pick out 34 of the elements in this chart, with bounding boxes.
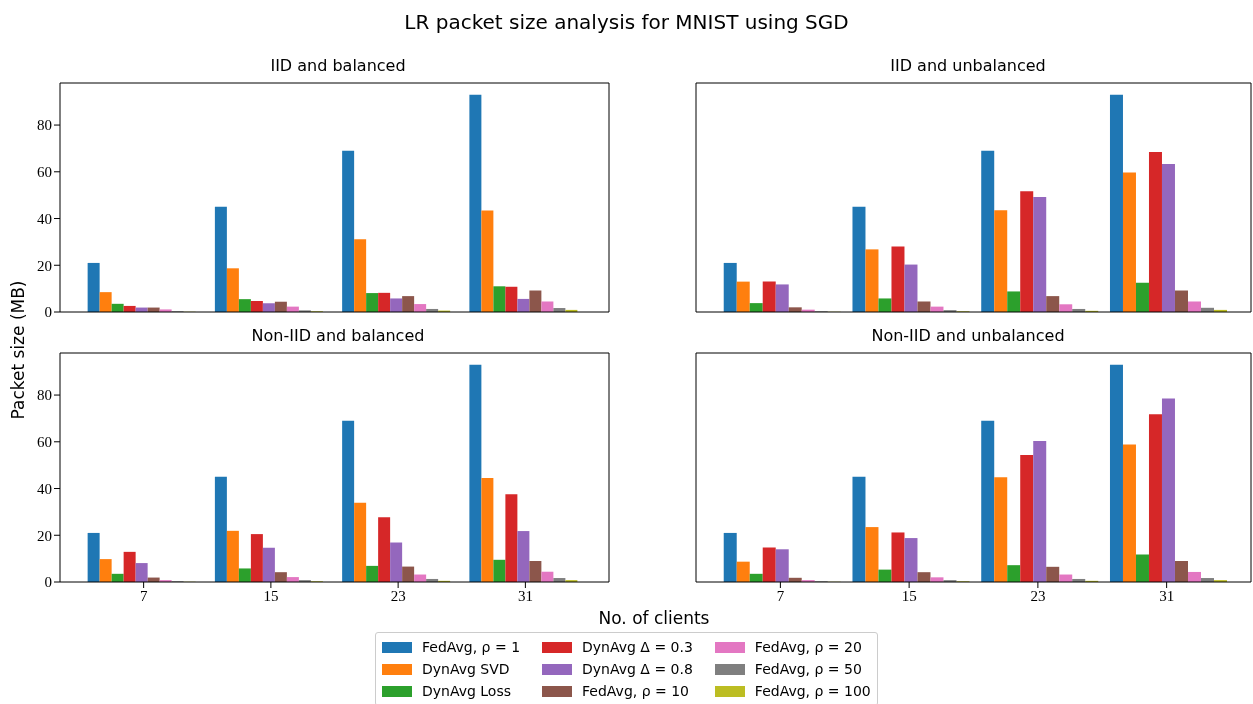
chart-subtitle: Non-IID and balanced — [251, 326, 425, 345]
x-tick-label: 15 — [901, 587, 917, 604]
x-tick-label: 31 — [1159, 587, 1175, 604]
chart-subtitle: IID and unbalanced — [889, 56, 1047, 77]
y-tick-label: 80 — [37, 387, 52, 404]
y-axis-title: Packet size (MB) — [8, 280, 28, 420]
legend-label: FedAvg, ρ = 1 — [422, 639, 521, 655]
y-tick-label: 20 — [37, 257, 52, 274]
legend-label: DynAvg Δ = 0.8 — [582, 661, 693, 677]
x-tick-label: 7 — [776, 587, 785, 604]
y-tick-label: 0 — [44, 304, 52, 321]
x-tick-label: 15 — [263, 587, 279, 604]
chart-subtitle: IID and balanced — [269, 56, 407, 77]
x-tick-label: 7 — [139, 587, 148, 604]
x-tick-label: 23 — [1030, 587, 1046, 604]
legend-label: FedAvg, ρ = 20 — [754, 639, 862, 655]
y-tick-label: 0 — [44, 574, 52, 591]
y-tick-label: 20 — [37, 527, 52, 544]
y-tick-label: 80 — [37, 117, 52, 134]
y-tick-label: 60 — [37, 434, 52, 451]
y-tick-label: 40 — [37, 480, 52, 497]
x-tick-label: 23 — [390, 587, 406, 604]
legend-label: FedAvg, ρ = 10 — [582, 683, 689, 699]
legend-label: FedAvg, ρ = 50 — [754, 661, 862, 677]
y-tick-label: 60 — [37, 164, 52, 181]
x-tick-label: 31 — [517, 587, 533, 604]
x-axis-title: No. of clients — [597, 608, 711, 628]
legend-label: DynAvg Loss — [422, 683, 512, 699]
legend-label: DynAvg Δ = 0.3 — [582, 639, 693, 655]
y-tick-label: 40 — [37, 210, 52, 227]
legend-label: DynAvg SVD — [422, 661, 510, 677]
legend-label: FedAvg, ρ = 100 — [754, 683, 871, 699]
chart-subtitle: Non-IID and unbalanced — [870, 326, 1066, 347]
chart-title: LR packet size analysis for MNIST using SGD — [403, 10, 850, 34]
